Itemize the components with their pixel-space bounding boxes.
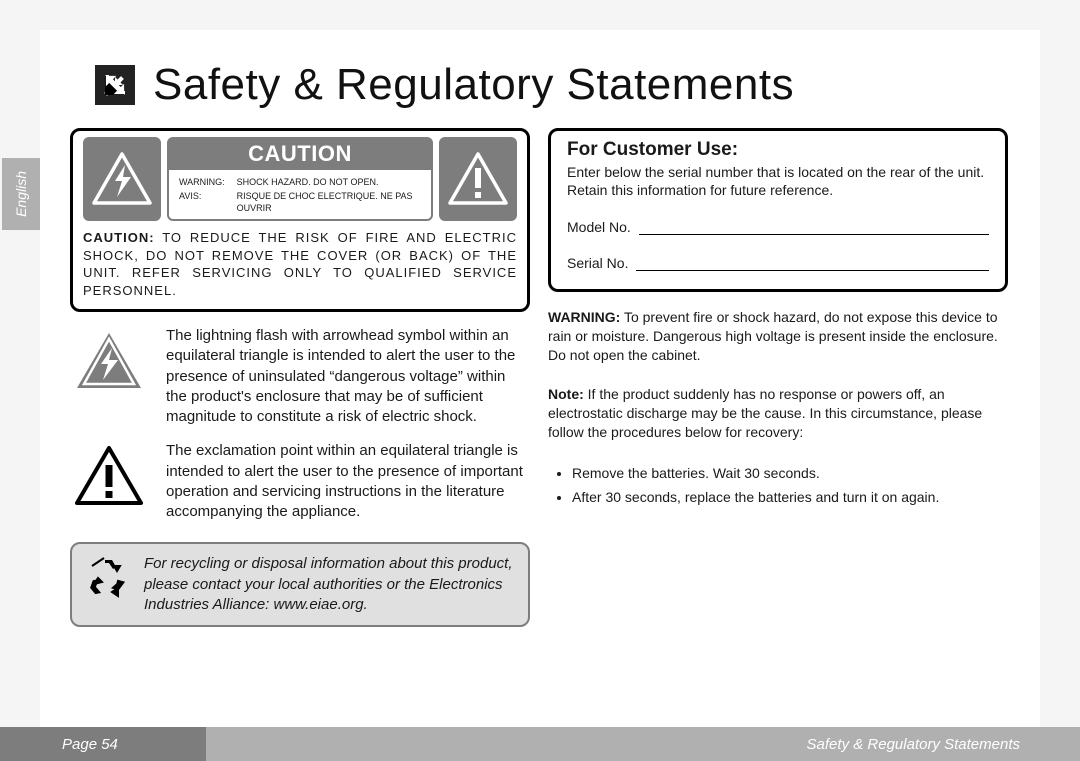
bolt-triangle-icon [70,326,148,392]
bullet-2: After 30 seconds, replace the batteries … [572,486,1008,510]
page-title: Safety & Regulatory Statements [153,60,794,110]
caution-body-label: CAUTION: [83,230,155,245]
symbol-row-bolt: The lightning flash with arrowhead symbo… [70,326,530,427]
customer-use-box: For Customer Use: Enter below the serial… [548,128,1008,292]
columns: CAUTION WARNING: SHOCK HAZARD. DO NOT OP… [40,128,1040,627]
caution-heading: CAUTION [169,139,431,170]
language-label: English [13,171,29,217]
page-content: English Safety & Regulatory Statements C… [40,30,1040,730]
note-label: Note: [548,386,584,402]
recycle-box: For recycling or disposal information ab… [70,542,530,627]
exclaim-triangle-large-icon [70,441,148,507]
exclaim-triangle-icon [439,137,517,221]
caution-box: CAUTION WARNING: SHOCK HAZARD. DO NOT OP… [70,128,530,312]
recycle-icon [86,554,130,605]
warning-en-label: WARNING: [179,176,235,188]
exclaim-text: The exclamation point within an equilate… [166,441,530,522]
footer: Page 54 Safety & Regulatory Statements [0,727,1080,761]
recovery-bullets: Remove the batteries. Wait 30 seconds. A… [572,462,1008,510]
model-line [639,234,989,235]
bolt-text: The lightning flash with arrowhead symbo… [166,326,530,427]
caution-mid: CAUTION WARNING: SHOCK HAZARD. DO NOT OP… [167,137,433,221]
warning-label: WARNING: [548,309,620,325]
warning-en-text: SHOCK HAZARD. DO NOT OPEN. [237,176,421,188]
warning-fr-label: AVIS: [179,190,235,214]
customer-desc: Enter below the serial number that is lo… [567,163,989,199]
left-column: CAUTION WARNING: SHOCK HAZARD. DO NOT OP… [70,128,530,627]
customer-title: For Customer Use: [567,139,989,161]
model-row: Model No. [567,219,989,235]
warning-fr-text: RISQUE DE CHOC ELECTRIQUE. NE PAS OUVRIR [237,190,421,214]
right-column: For Customer Use: Enter below the serial… [548,128,1008,627]
recycle-text: For recycling or disposal information ab… [144,554,514,615]
title-arrow-icon [95,65,135,105]
footer-page: Page 54 [0,727,206,761]
caution-header: CAUTION WARNING: SHOCK HAZARD. DO NOT OP… [83,137,517,221]
title-row: Safety & Regulatory Statements [40,30,1040,128]
note-paragraph: Note: If the product suddenly has no res… [548,385,1008,442]
serial-line [636,270,989,271]
caution-warnings: WARNING: SHOCK HAZARD. DO NOT OPEN. AVIS… [169,170,431,219]
language-tab: English [2,158,40,230]
serial-row: Serial No. [567,255,989,271]
model-label: Model No. [567,219,631,235]
footer-section: Safety & Regulatory Statements [206,727,1080,761]
warning-paragraph: WARNING: To prevent fire or shock hazard… [548,308,1008,365]
bullet-1: Remove the batteries. Wait 30 seconds. [572,462,1008,486]
note-text: If the product suddenly has no response … [548,386,982,440]
shock-triangle-icon [83,137,161,221]
serial-label: Serial No. [567,255,628,271]
symbol-row-exclaim: The exclamation point within an equilate… [70,441,530,522]
caution-body: CAUTION: TO REDUCE THE RISK OF FIRE AND … [83,221,517,299]
